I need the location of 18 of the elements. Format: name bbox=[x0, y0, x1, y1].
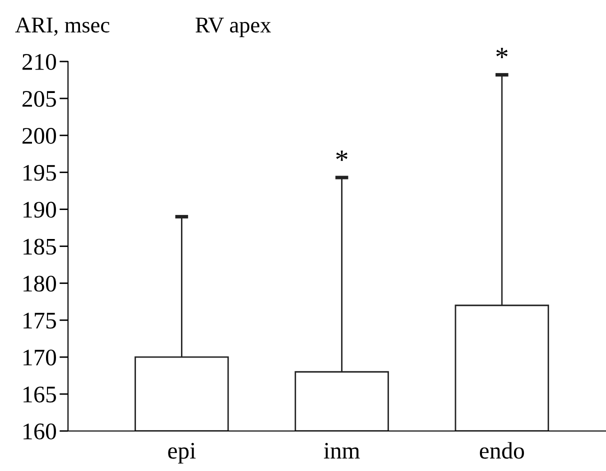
y-tick-label: 180 bbox=[24, 276, 56, 292]
y-axis-title: ARI, msec bbox=[15, 18, 110, 36]
y-tick-label: 190 bbox=[24, 202, 56, 218]
y-tick-label: 195 bbox=[24, 164, 56, 181]
y-tick-label: 205 bbox=[22, 90, 56, 107]
annotation: * bbox=[496, 48, 508, 58]
y-tick-label: 185 bbox=[24, 238, 56, 255]
y-tick-label: 175 bbox=[24, 312, 56, 329]
y-tick-label: 170 bbox=[24, 350, 56, 366]
chart-title: RV apex bbox=[196, 18, 271, 38]
annotation: * bbox=[336, 150, 348, 161]
y-tick-label: 200 bbox=[22, 128, 56, 144]
x-tick-label: epi bbox=[168, 442, 196, 464]
x-tick-label: endo bbox=[480, 442, 524, 459]
y-tick-label: 160 bbox=[24, 423, 56, 440]
x-tick-label: inm bbox=[324, 442, 360, 458]
y-tick-label: 210 bbox=[22, 54, 56, 70]
y-tick-label: 165 bbox=[24, 386, 56, 402]
